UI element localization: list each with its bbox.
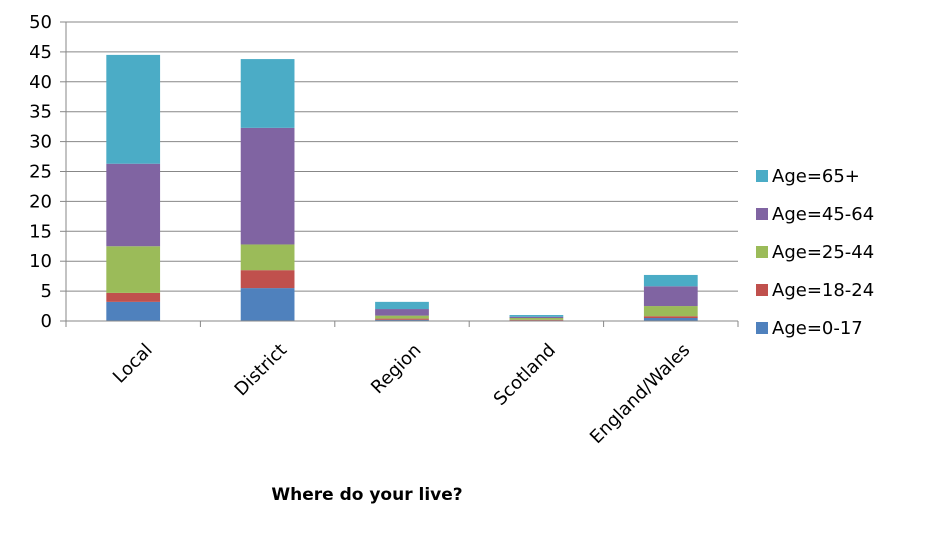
bar-segment	[643, 318, 698, 321]
bar-segment	[375, 309, 429, 316]
x-category-label: England/Wales	[586, 340, 694, 448]
y-tick-label: 40	[29, 72, 52, 93]
bar-segment	[509, 316, 564, 319]
bar-segment	[375, 315, 429, 319]
bar-segment	[106, 163, 161, 247]
legend-swatch	[756, 246, 768, 258]
bar-segment	[509, 319, 564, 321]
legend: Age=65+ Age=45-64 Age=25-44 Age=18-24 Age=0-…	[756, 166, 874, 339]
gridlines	[66, 21, 738, 292]
x-category-label: Local	[109, 340, 157, 388]
bar-segment	[106, 54, 161, 164]
bar-segment	[106, 246, 161, 293]
bar-segment	[106, 301, 161, 321]
bar-segment	[375, 318, 429, 320]
bar-segment	[375, 301, 429, 310]
bar-segment	[643, 286, 698, 307]
x-category-label: Region	[367, 340, 425, 398]
y-tick-label: 15	[29, 221, 52, 242]
bar-segment	[240, 288, 295, 321]
legend-label: Age=18-24	[772, 280, 874, 301]
bar-segment	[240, 59, 295, 128]
y-tick-labels: 0 5 10 15 20 25 30 35 40 45 50	[29, 12, 52, 332]
y-tick-label: 20	[29, 191, 52, 212]
x-category-label: Scotland	[490, 340, 560, 410]
bar-segment	[509, 315, 564, 317]
x-category-label: District	[231, 340, 292, 401]
y-tick-label: 25	[29, 162, 52, 183]
y-tick-label: 50	[29, 12, 52, 33]
y-tick-label: 30	[29, 132, 52, 153]
bar-segment	[106, 292, 161, 302]
bar-segment	[643, 316, 698, 319]
y-tick-label: 0	[41, 311, 52, 332]
y-tick-label: 45	[29, 42, 52, 63]
bar-segment	[509, 318, 564, 320]
bar-segment	[375, 319, 429, 321]
bar-segment	[240, 244, 295, 271]
legend-swatch	[756, 170, 768, 182]
x-axis-title: Where do your live?	[271, 485, 462, 505]
legend-swatch	[756, 322, 768, 334]
x-category-labels: Local District Region Scotland England/Wales	[109, 340, 694, 448]
bar-segment	[240, 270, 295, 289]
bars	[106, 54, 698, 321]
legend-label: Age=45-64	[772, 204, 874, 225]
legend-label: Age=25-44	[772, 242, 874, 263]
bar-segment	[643, 306, 698, 317]
bar-segment	[240, 127, 295, 245]
y-tick-label: 5	[41, 281, 52, 302]
y-tick-label: 10	[29, 251, 52, 272]
bar-segment	[643, 274, 698, 287]
legend-swatch	[756, 284, 768, 296]
legend-swatch	[756, 208, 768, 220]
legend-label: Age=0-17	[772, 318, 863, 339]
axes	[60, 21, 739, 327]
legend-label: Age=65+	[772, 166, 860, 187]
y-tick-label: 35	[29, 102, 52, 123]
